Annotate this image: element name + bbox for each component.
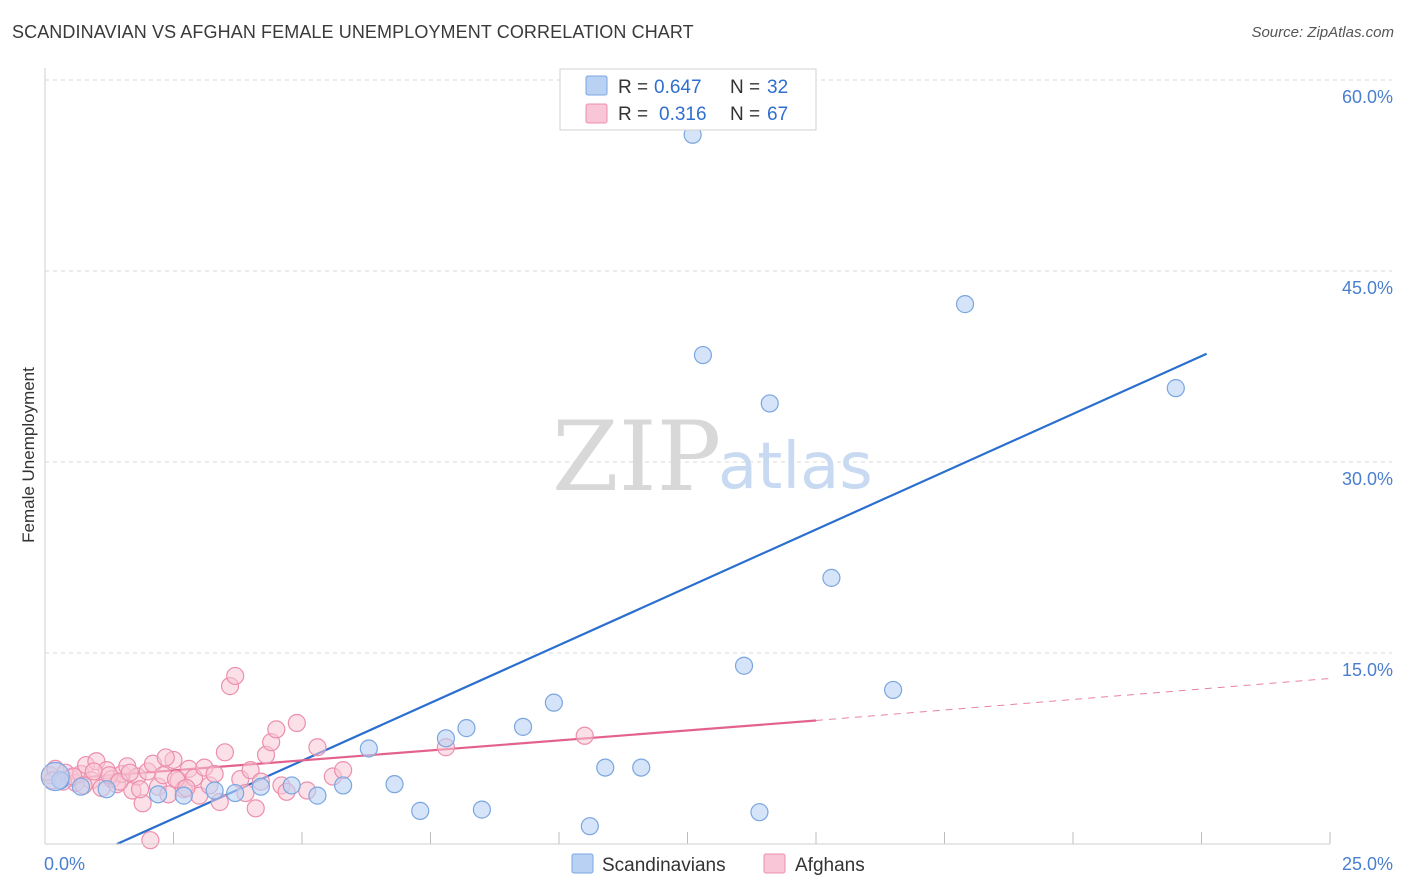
grid	[44, 79, 1392, 844]
scandinavian-point-6	[226, 783, 245, 803]
legend-r-value-pink: 0.316	[659, 104, 707, 125]
scandinavian-point-10	[334, 776, 353, 795]
axes: 15.0% 30.0% 45.0% 60.0% 0.0% 25.0%	[44, 68, 1393, 874]
legend-swatch-blue	[585, 75, 608, 96]
scandinavian-point-5	[205, 781, 224, 800]
scandinavian-point-8	[282, 776, 301, 795]
chart-title: SCANDINAVIAN VS AFGHAN FEMALE UNEMPLOYME…	[12, 22, 694, 42]
scandinavian-point-4	[174, 786, 193, 805]
watermark-atlas: atlas	[718, 430, 873, 504]
legend-swatch-pink	[585, 103, 608, 124]
legend-r-value-blue: 0.647	[654, 77, 702, 98]
scandinavian-point-2	[97, 780, 116, 799]
x-tick-label-0: 0.0%	[44, 854, 85, 874]
scandinavian-point-11	[359, 739, 378, 758]
legend-n-value-pink: 67	[767, 104, 788, 125]
bottom-legend-afghans: Afghans	[795, 855, 865, 876]
scandinavian-point-9	[308, 786, 327, 805]
scandinavian-point-7	[251, 777, 270, 796]
x-tick-label-1: 25.0%	[1342, 854, 1393, 874]
scandinavian-point-19	[580, 817, 599, 836]
afghan-point-47	[287, 713, 306, 733]
afghan-point-34	[215, 743, 234, 762]
afghan-point-58	[84, 762, 103, 781]
scandinavian-point-20	[596, 758, 615, 777]
afghan-point-63	[141, 831, 160, 850]
scandinavian-point-28	[883, 680, 903, 700]
y-tick-label-0: 15.0%	[1342, 660, 1393, 680]
scandinavian-point-24	[734, 656, 754, 675]
legend-r-label-blue: R =	[618, 77, 648, 98]
scandinavian-point-30	[1166, 379, 1185, 398]
source-label: Source: ZipAtlas.com	[1251, 24, 1394, 41]
legend: R = 0.647 N = 32 R = 0.316 N = 67	[559, 68, 817, 131]
y-tick-label-3: 60.0%	[1342, 87, 1393, 107]
afghan-point-39	[241, 761, 260, 780]
afghan-point-53	[575, 726, 594, 745]
scandinavian-point-1	[71, 777, 91, 796]
y-axis-label: Female Unemployment	[19, 367, 38, 543]
afghan-point-62	[130, 780, 150, 799]
y-tick-label-1: 30.0%	[1342, 469, 1393, 489]
afghan-point-32	[205, 764, 224, 784]
legend-n-label-blue: N =	[730, 77, 760, 98]
afghan-trend-extension	[815, 677, 1331, 721]
bottom-legend: Scandinavians Afghans	[571, 853, 865, 876]
scandinavian-point-15	[457, 719, 476, 738]
bottom-legend-swatch-scandinavians	[571, 853, 594, 874]
scandinavian-point-31	[40, 761, 70, 792]
legend-n-value-blue: 32	[767, 77, 788, 98]
afghan-point-36	[226, 666, 245, 686]
scandinavian-point-25	[750, 803, 769, 822]
y-tick-label-2: 45.0%	[1342, 278, 1393, 298]
watermark-zip: ZIP	[552, 401, 721, 513]
scandinavian-point-23	[693, 345, 713, 365]
scandinavian-point-26	[760, 394, 779, 413]
bottom-legend-swatch-afghans	[763, 853, 786, 874]
scandinavian-point-13	[411, 801, 430, 820]
scandinavian-point-29	[955, 295, 975, 314]
scandinavian-point-3	[148, 785, 168, 804]
bottom-legend-scandinavians: Scandinavians	[602, 855, 726, 876]
scandinavian-point-16	[472, 800, 491, 819]
scandinavian-point-21	[632, 758, 651, 777]
scandinavian-point-14	[436, 729, 456, 748]
legend-n-label-pink: N =	[730, 104, 760, 125]
afghan-point-64	[156, 748, 175, 767]
scandinavian-point-18	[544, 693, 563, 712]
scandinavian-point-27	[822, 568, 841, 587]
afghan-point-61	[120, 763, 139, 782]
scandinavian-trend-line	[116, 352, 1208, 846]
afghan-point-49	[308, 738, 327, 757]
scandinavian-point-12	[385, 775, 404, 794]
scandinavian-point-17	[513, 717, 533, 736]
afghan-point-44	[267, 720, 286, 739]
afghan-point-51	[334, 761, 353, 780]
legend-r-label-pink: R =	[618, 104, 648, 125]
data-points	[40, 125, 1185, 850]
afghan-point-40	[246, 799, 265, 818]
